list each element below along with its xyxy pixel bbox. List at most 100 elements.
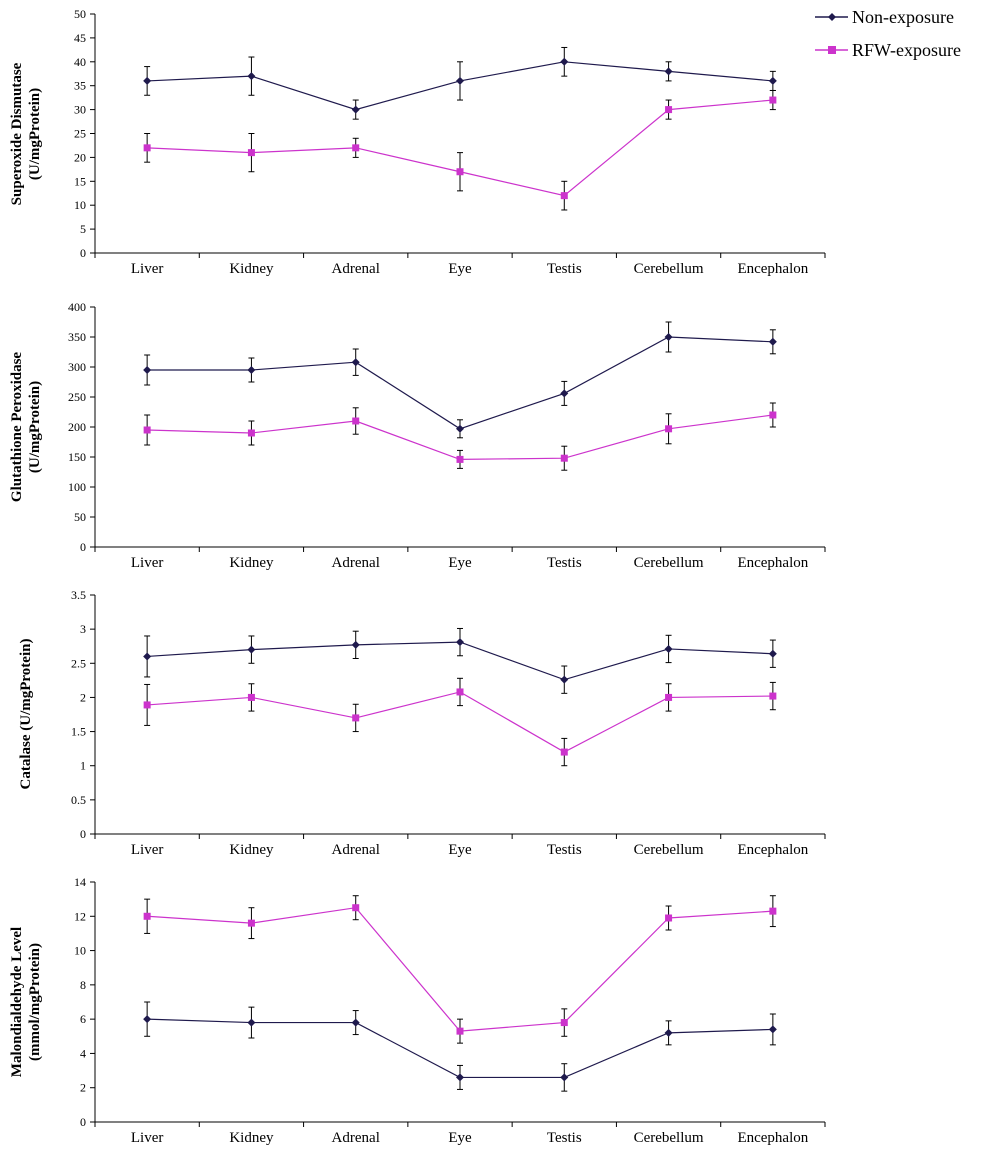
y-tick-label: 3.5 bbox=[71, 588, 86, 602]
x-tick-label: Encephalon bbox=[737, 842, 808, 858]
y-tick-label: 2 bbox=[80, 1081, 86, 1095]
y-tick-label: 350 bbox=[68, 330, 86, 344]
y-tick-label: 30 bbox=[74, 103, 86, 117]
y-tick-label: 0 bbox=[80, 246, 86, 260]
y-tick-label: 0 bbox=[80, 1115, 86, 1129]
data-point-square-5 bbox=[665, 106, 673, 114]
series-Non-exposure bbox=[143, 46, 777, 120]
y-tick-label: 40 bbox=[74, 55, 86, 69]
data-point-diamond-0 bbox=[143, 652, 152, 661]
data-point-square-0 bbox=[143, 912, 151, 920]
x-tick-label: Liver bbox=[131, 842, 163, 858]
data-point-square-1 bbox=[247, 693, 255, 701]
series-Non-exposure bbox=[143, 627, 777, 694]
data-point-square-6 bbox=[769, 907, 777, 915]
x-tick-label: Testis bbox=[547, 261, 582, 277]
series-RFW-exposure bbox=[143, 402, 777, 471]
data-point-diamond-1 bbox=[247, 645, 256, 654]
data-point-diamond-2 bbox=[351, 640, 360, 649]
data-point-diamond-4 bbox=[560, 675, 569, 684]
y-tick-label: 50 bbox=[74, 510, 86, 524]
legend-label: RFW-exposure bbox=[852, 40, 961, 60]
data-point-diamond-6 bbox=[768, 649, 777, 658]
legend-entry-2: RFW-exposure bbox=[815, 40, 961, 60]
data-point-diamond-5 bbox=[664, 67, 673, 76]
data-point-square-3 bbox=[456, 168, 464, 176]
y-axis-label: (U/mgProtein) bbox=[27, 381, 43, 473]
y-tick-label: 5 bbox=[80, 222, 86, 236]
y-tick-label: 25 bbox=[74, 127, 86, 141]
x-tick-label: Eye bbox=[448, 555, 472, 571]
data-point-diamond-2 bbox=[351, 105, 360, 114]
data-point-diamond-3 bbox=[456, 76, 464, 85]
y-tick-label: 14 bbox=[74, 875, 86, 889]
legend-label: Non-exposure bbox=[852, 7, 954, 27]
data-point-diamond-5 bbox=[664, 644, 673, 653]
x-tick-label: Kidney bbox=[229, 842, 274, 858]
y-tick-label: 2.5 bbox=[71, 656, 86, 670]
data-point-square-1 bbox=[247, 919, 255, 927]
data-point-diamond-4 bbox=[560, 1073, 569, 1082]
y-tick-label: 200 bbox=[68, 420, 86, 434]
data-point-square-6 bbox=[769, 692, 777, 700]
y-tick-label: 10 bbox=[74, 198, 86, 212]
y-tick-label: 0.5 bbox=[71, 793, 86, 807]
data-point-diamond-1 bbox=[247, 1018, 256, 1027]
x-tick-label: Kidney bbox=[229, 555, 274, 571]
legend-marker-square bbox=[828, 46, 836, 54]
data-point-diamond-2 bbox=[351, 1018, 360, 1027]
data-point-square-2 bbox=[352, 417, 360, 425]
data-point-square-5 bbox=[665, 914, 673, 922]
y-axis-label: (U/mgProtein) bbox=[27, 88, 43, 180]
series-RFW-exposure bbox=[143, 895, 777, 1044]
data-point-diamond-1 bbox=[247, 366, 256, 374]
data-point-square-1 bbox=[247, 149, 255, 157]
chart-panel-1: 0 5 10 15 20 25 30 35 40 45 50 Liver Kidney Adrenal Ey… bbox=[9, 7, 826, 277]
data-point-square-4 bbox=[560, 748, 568, 756]
x-tick-label: Cerebellum bbox=[634, 261, 704, 277]
legend: Non-exposure RFW-exposure bbox=[815, 7, 961, 60]
y-axis-label: Superoxide Dismutase bbox=[9, 62, 25, 205]
y-tick-label: 100 bbox=[68, 480, 86, 494]
series-RFW-exposure bbox=[143, 677, 777, 767]
data-point-square-4 bbox=[560, 192, 568, 200]
x-tick-label: Liver bbox=[131, 261, 163, 277]
x-tick-label: Eye bbox=[448, 261, 472, 277]
y-tick-label: 20 bbox=[74, 150, 86, 164]
x-tick-label: Cerebellum bbox=[634, 555, 704, 571]
data-point-square-3 bbox=[456, 688, 464, 696]
series-RFW-exposure bbox=[143, 89, 777, 211]
y-tick-label: 1.5 bbox=[71, 725, 86, 739]
data-point-square-4 bbox=[560, 1019, 568, 1027]
y-tick-label: 0 bbox=[80, 540, 86, 554]
series-line bbox=[147, 907, 773, 1032]
data-point-square-2 bbox=[352, 714, 360, 722]
data-point-square-1 bbox=[247, 429, 255, 437]
data-point-square-4 bbox=[560, 454, 568, 462]
y-tick-label: 6 bbox=[80, 1012, 86, 1026]
data-point-diamond-6 bbox=[768, 1025, 777, 1034]
x-tick-label: Cerebellum bbox=[634, 842, 704, 858]
data-point-square-3 bbox=[456, 1027, 464, 1035]
x-tick-label: Encephalon bbox=[737, 1130, 808, 1146]
data-point-diamond-1 bbox=[247, 72, 256, 81]
chart-panel-2: 0 50 100 150 200 250 300 350 400 Liver Kidney Adren… bbox=[9, 300, 826, 571]
x-tick-label: Cerebellum bbox=[634, 1130, 704, 1146]
x-tick-label: Eye bbox=[448, 1130, 472, 1146]
data-point-diamond-4 bbox=[560, 389, 569, 398]
x-tick-label: Testis bbox=[547, 555, 582, 571]
chart-panel-4: 0 2 4 6 8 10 12 14 Liver Kidney Adrenal Eye Testis Ce… bbox=[9, 875, 826, 1146]
legend-marker-diamond bbox=[828, 13, 836, 21]
x-tick-label: Adrenal bbox=[332, 555, 380, 571]
data-point-diamond-6 bbox=[768, 337, 777, 346]
y-tick-label: 50 bbox=[74, 7, 86, 21]
y-tick-label: 300 bbox=[68, 360, 86, 374]
x-tick-label: Adrenal bbox=[332, 842, 380, 858]
y-tick-label: 12 bbox=[74, 909, 86, 923]
y-axis-label: Glutathione Peroxidase bbox=[9, 352, 25, 502]
x-tick-label: Kidney bbox=[229, 1130, 274, 1146]
x-tick-label: Testis bbox=[547, 1130, 582, 1146]
data-point-diamond-0 bbox=[143, 76, 152, 85]
y-tick-label: 35 bbox=[74, 79, 86, 93]
